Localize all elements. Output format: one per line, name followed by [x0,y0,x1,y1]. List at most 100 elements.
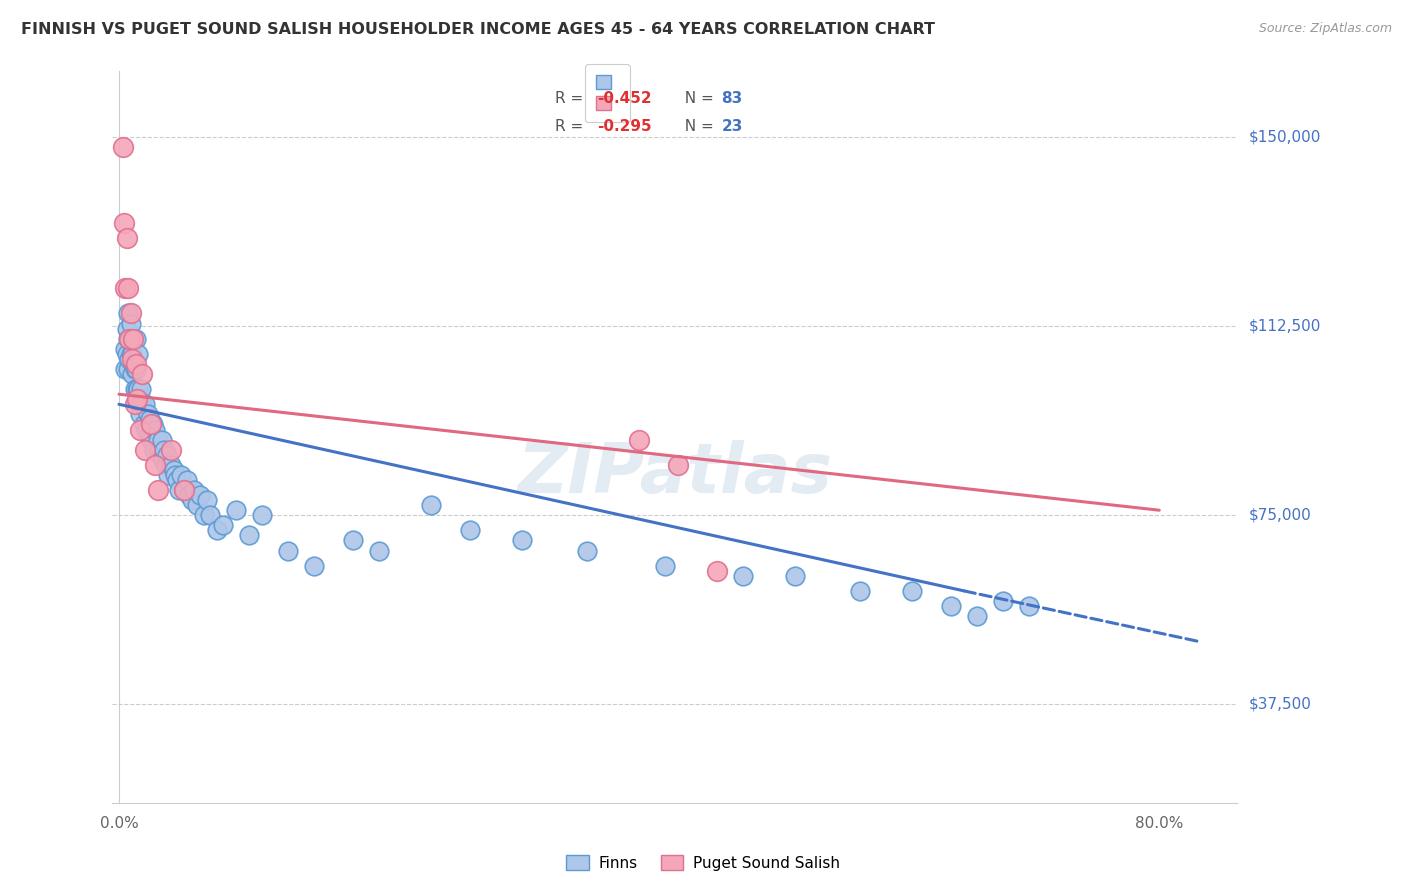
Point [166,473,188,487]
Point [628,433,651,447]
Point [785,569,807,583]
Point [197,493,219,508]
Point [115,321,138,335]
Point [152,452,174,467]
Point [145,423,167,437]
Point [238,528,260,542]
Point [141,433,163,447]
Text: $75,000: $75,000 [1249,508,1312,523]
Point [118,332,141,346]
Point [118,332,141,346]
Point [993,594,1015,608]
Point [160,442,183,457]
Point [125,362,148,376]
Point [131,367,153,381]
Point [160,458,183,472]
Point [134,397,156,411]
Point [966,609,988,624]
Point [125,332,148,346]
Point [150,433,173,447]
Point [157,467,180,482]
Point [114,281,136,295]
Point [111,140,134,154]
Text: $37,500: $37,500 [1249,697,1312,712]
Point [342,533,364,548]
Point [142,417,165,432]
Point [127,382,149,396]
Point [180,493,202,508]
Point [127,382,149,396]
Point [121,351,143,366]
Point [129,382,152,396]
Point [173,483,195,497]
Text: FINNISH VS PUGET SOUND SALISH HOUSEHOLDER INCOME AGES 45 - 64 YEARS CORRELATION : FINNISH VS PUGET SOUND SALISH HOUSEHOLDE… [21,22,935,37]
Point [136,408,159,422]
Point [510,533,533,548]
Text: -0.295: -0.295 [598,120,652,134]
Point [849,583,872,598]
Point [941,599,963,613]
Point [121,347,143,361]
Point [131,397,153,411]
Point [117,306,139,320]
Point [205,524,228,538]
Point [121,367,143,381]
Point [576,543,599,558]
Point [114,362,136,376]
Point [120,347,142,361]
Point [183,483,205,497]
Text: 83: 83 [721,91,742,105]
Point [149,448,172,462]
Point [122,332,145,346]
Point [225,503,247,517]
Point [127,347,149,361]
Point [420,498,443,512]
Text: 23: 23 [721,120,742,134]
Point [120,317,142,331]
Text: N =: N = [675,91,718,105]
Text: R =: R = [555,91,589,105]
Point [706,564,728,578]
Text: -0.452: -0.452 [598,91,652,105]
Point [124,397,146,411]
Point [163,467,186,482]
Point [138,427,160,442]
Point [117,362,139,376]
Point [368,543,391,558]
Point [173,483,195,497]
Point [132,417,155,432]
Point [302,558,325,573]
Point [135,423,157,437]
Point [125,357,148,371]
Point [666,458,689,472]
Point [143,442,166,457]
Point [120,306,142,320]
Point [277,543,299,558]
Point [139,412,162,426]
Point [127,392,149,407]
Text: N =: N = [675,120,718,134]
Point [188,488,211,502]
Point [186,498,208,512]
Point [128,423,150,437]
Text: ZIPatlas: ZIPatlas [517,440,832,508]
Text: $150,000: $150,000 [1249,129,1320,145]
Point [153,442,176,457]
Point [176,473,198,487]
Point [901,583,924,598]
Point [170,467,193,482]
Point [198,508,221,523]
Point [654,558,676,573]
Point [115,231,138,245]
Point [193,508,215,523]
Text: R =: R = [555,120,589,134]
Point [117,281,139,295]
Point [167,483,190,497]
Point [124,382,146,396]
Legend: Finns, Puget Sound Salish: Finns, Puget Sound Salish [562,851,844,875]
Point [162,463,184,477]
Point [250,508,273,523]
Text: $112,500: $112,500 [1249,318,1320,334]
Point [148,442,170,457]
Point [134,442,156,457]
